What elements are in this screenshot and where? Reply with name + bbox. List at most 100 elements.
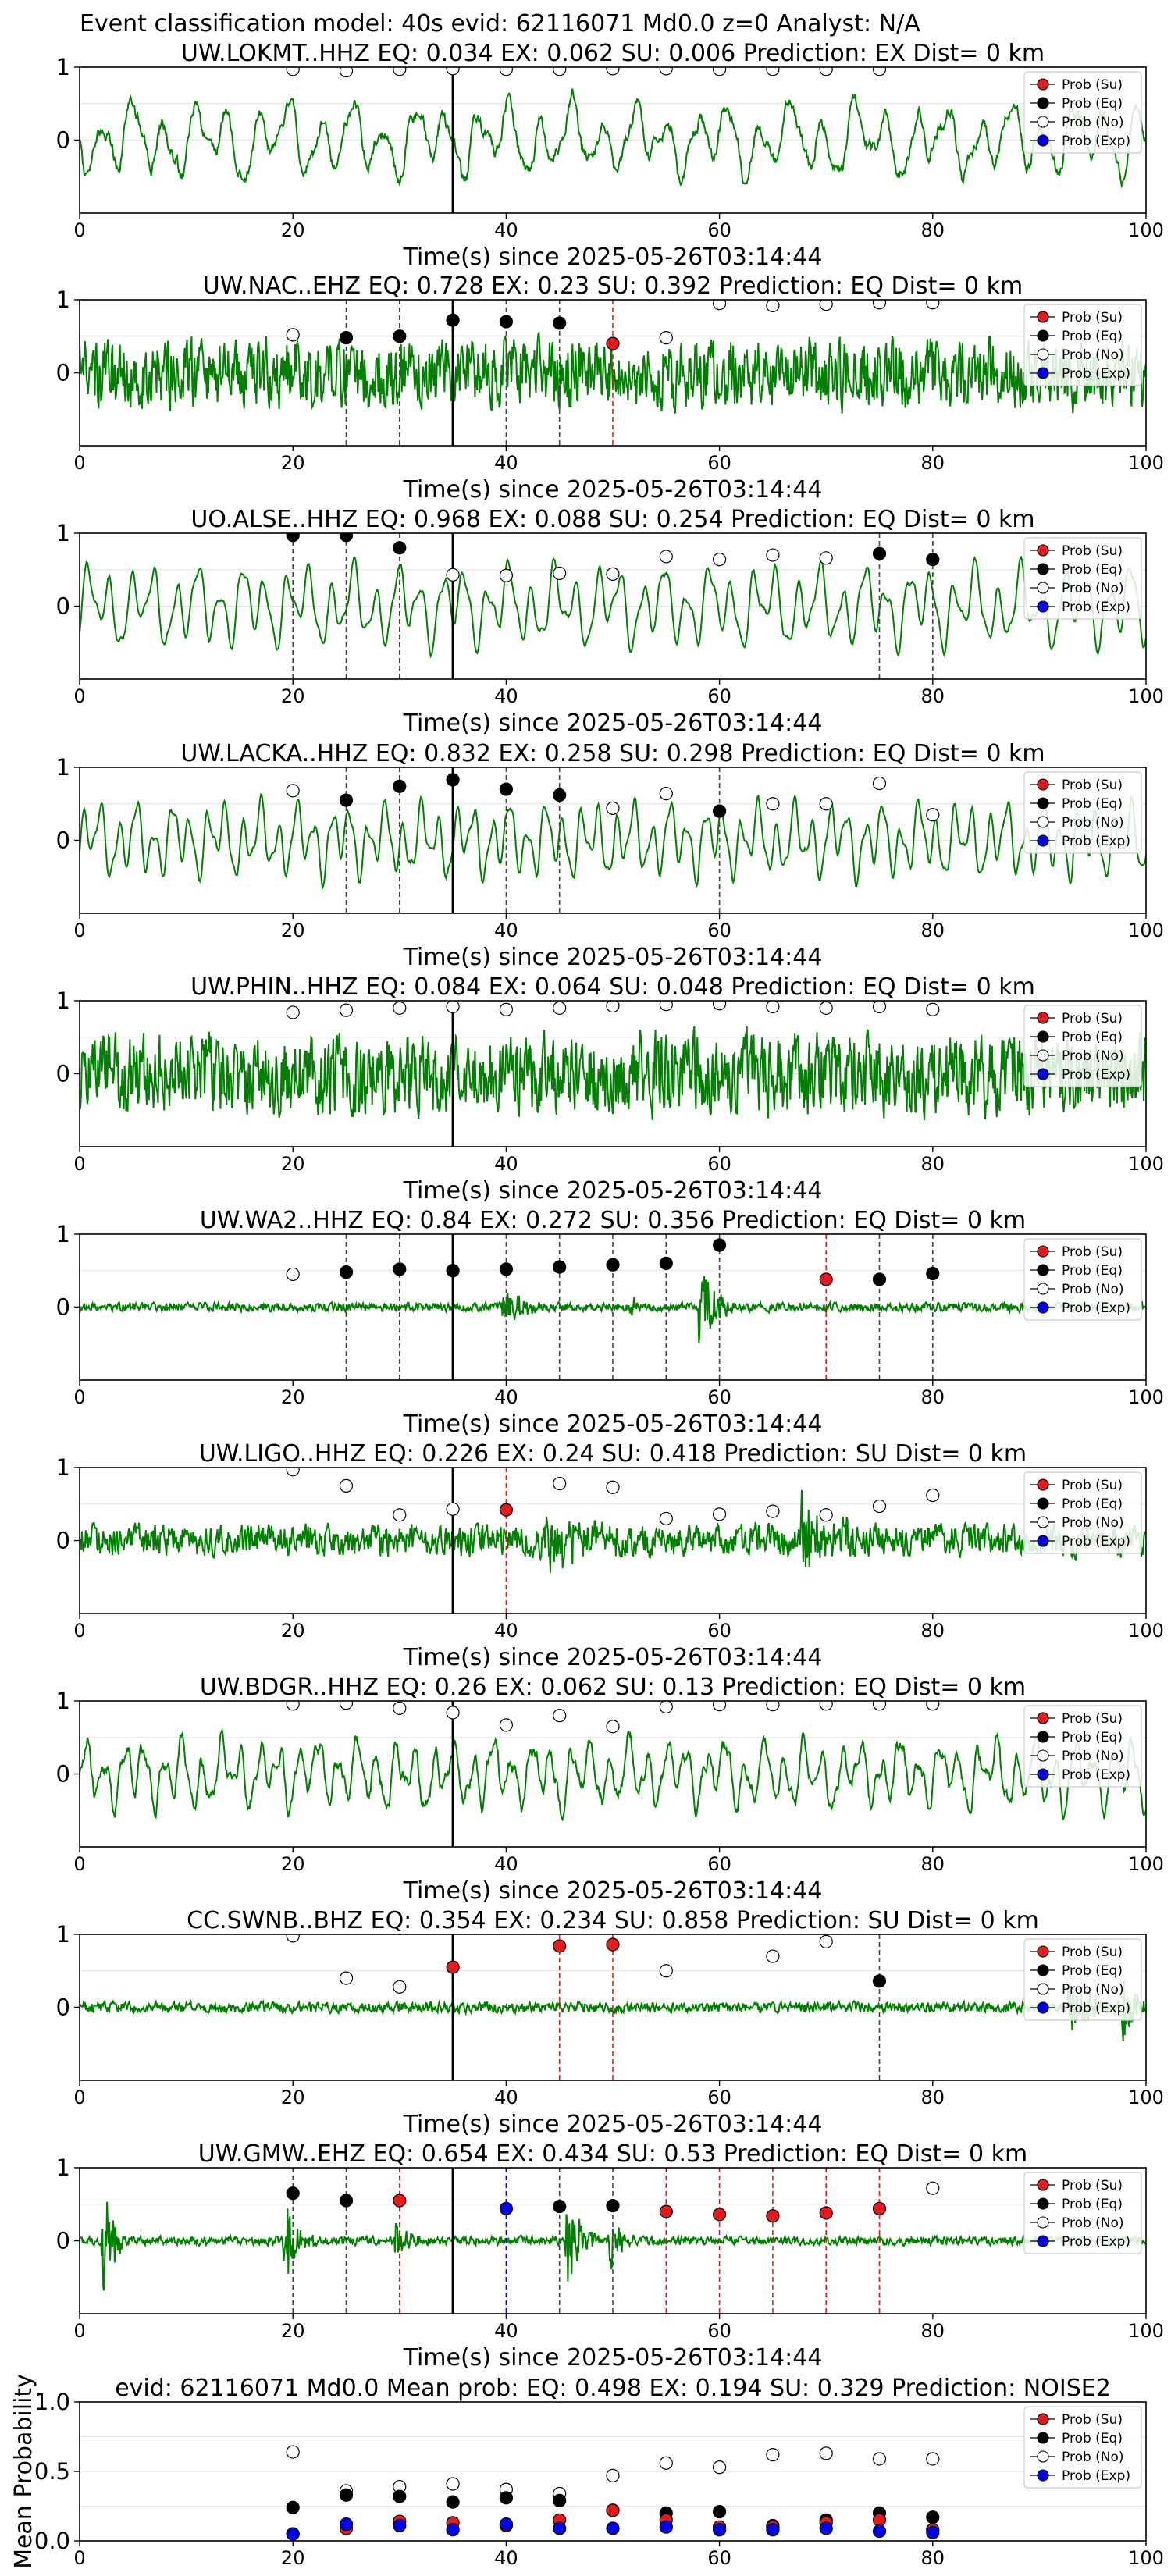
legend-marker-no <box>1037 582 1049 594</box>
y-tick-label: 0 <box>56 1994 70 2021</box>
panel-2: 0 20 40 60 80 100 0 1 UW.NAC..EHZ EQ: 0.728 EX: … <box>56 272 1164 503</box>
x-tick-label: 80 <box>921 2547 945 2569</box>
legend-label: Prob (Eq) <box>1062 2197 1123 2212</box>
waveform-trace <box>80 88 1146 189</box>
x-tick-label: 60 <box>707 1386 731 1408</box>
legend-marker-no <box>1037 1983 1049 1995</box>
x-tick-label: 80 <box>921 1620 945 1642</box>
prob-marker-eq <box>872 1272 887 1286</box>
prob-marker-no <box>286 1005 300 1019</box>
legend-marker-eq <box>1037 1264 1049 1276</box>
legend: Prob (Su) Prob (Eq) Prob (No) Prob (Exp) <box>1023 537 1142 620</box>
panel-6: 0 20 40 60 80 100 0 1 UW.WA2..HHZ EQ: 0.84 EX: 0… <box>56 1207 1164 1438</box>
legend-label: Prob (Eq) <box>1062 2431 1123 2446</box>
y-tick-label: 0.0 <box>34 2528 70 2554</box>
legend-marker-eq <box>1037 2432 1049 2444</box>
x-tick-label: 60 <box>707 2547 731 2569</box>
legend-label: Prob (Eq) <box>1062 562 1123 578</box>
prob-marker-eq <box>339 793 354 807</box>
x-tick-label: 80 <box>921 2087 945 2108</box>
y-tick-label: 1 <box>56 520 70 546</box>
prob-marker-su <box>819 1272 833 1286</box>
x-tick-label: 40 <box>494 2547 518 2569</box>
x-axis-label: Time(s) since 2025-05-26T03:14:44 <box>403 476 823 503</box>
prob-marker-no <box>872 1499 887 1514</box>
x-tick-label: 20 <box>281 1386 305 1408</box>
prob-marker-no <box>286 784 300 798</box>
mean-prob-marker-eq <box>499 2491 514 2505</box>
legend-label: Prob (Exp) <box>1062 1534 1130 1550</box>
legend: Prob (Su) Prob (Eq) Prob (No) Prob (Exp) <box>1023 771 1142 854</box>
prob-marker-no <box>393 67 407 76</box>
legend-label: Prob (Su) <box>1062 543 1123 559</box>
x-tick-label: 0 <box>73 1386 85 1408</box>
prob-marker-no <box>286 1701 300 1711</box>
legend-label: Prob (Su) <box>1062 2178 1123 2194</box>
prob-marker-no <box>606 1720 620 1734</box>
x-tick-label: 0 <box>73 1853 85 1875</box>
y-tick-label: 0 <box>56 1761 70 1788</box>
panel-title: UW.WA2..HHZ EQ: 0.84 EX: 0.272 SU: 0.356… <box>200 1207 1026 1234</box>
mean-prob-marker-eq <box>393 2489 407 2503</box>
panel-11: 0 20 40 60 80 100 0.0 0.5 1.0 evid: 62116071 Md0.… <box>10 2374 1164 2569</box>
waveform-trace <box>80 793 1146 891</box>
legend: Prob (Su) Prob (Eq) Prob (No) Prob (Exp) <box>1023 304 1142 386</box>
x-axis-label: Time(s) since 2025-05-26T03:14:44 <box>403 244 823 271</box>
panel-4: 0 20 40 60 80 100 0 1 UW.LACKA..HHZ EQ: 0.832 EX… <box>56 740 1164 971</box>
legend: Prob (Su) Prob (Eq) Prob (No) Prob (Exp) <box>1023 1005 1142 1087</box>
legend-marker-su <box>1037 2179 1049 2191</box>
legend-label: Prob (Eq) <box>1062 1730 1123 1745</box>
waveform-trace <box>80 1489 1146 1573</box>
prob-marker-su <box>766 2209 780 2223</box>
prob-marker-eq <box>446 1264 460 1278</box>
legend: Prob (Su) Prob (Eq) Prob (No) Prob (Exp) <box>1023 1238 1142 1321</box>
panel-10: 0 20 40 60 80 100 0 1 UW.GMW..EHZ EQ: 0.654 EX: … <box>56 2140 1164 2371</box>
legend: Prob (Su) Prob (Eq) Prob (No) Prob (Exp) <box>1023 71 1142 154</box>
prob-marker-exp <box>499 2201 514 2215</box>
prob-marker-eq <box>339 533 354 543</box>
prob-marker-no <box>713 300 727 311</box>
mean-prob-marker-exp <box>553 2521 567 2535</box>
legend-label: Prob (No) <box>1062 2215 1124 2231</box>
legend-marker-exp <box>1037 600 1049 613</box>
x-tick-label: 40 <box>494 1153 518 1175</box>
legend-marker-su <box>1037 1245 1049 1258</box>
waveform-trace <box>80 1276 1146 1343</box>
x-tick-label: 20 <box>281 2320 305 2342</box>
mean-prob-marker-eq <box>339 2488 354 2502</box>
mean-prob-marker-no <box>819 2446 833 2460</box>
prob-marker-eq <box>446 773 460 787</box>
legend-marker-exp <box>1037 834 1049 847</box>
prob-marker-no <box>499 1718 514 1732</box>
y-tick-label: 0 <box>56 593 70 620</box>
prob-marker-no <box>553 67 567 76</box>
legend-label: Prob (Exp) <box>1062 2468 1130 2484</box>
y-tick-label: 0.5 <box>34 2458 70 2485</box>
x-tick-label: 80 <box>921 685 945 707</box>
x-tick-label: 100 <box>1128 2547 1164 2569</box>
prob-marker-su <box>606 336 620 350</box>
x-tick-label: 100 <box>1128 920 1164 941</box>
legend-marker-exp <box>1037 1768 1049 1781</box>
legend-label: Prob (No) <box>1062 581 1124 596</box>
prob-marker-eq <box>446 313 460 327</box>
prob-marker-no <box>819 1701 833 1711</box>
y-tick-label: 1 <box>56 1221 70 1247</box>
mean-prob-marker-exp <box>926 2525 940 2539</box>
panel-title: UW.LOKMT..HHZ EQ: 0.034 EX: 0.062 SU: 0.… <box>181 40 1045 67</box>
prob-marker-eq <box>393 1262 407 1276</box>
legend-label: Prob (Eq) <box>1062 1030 1123 1045</box>
legend-marker-su <box>1037 1478 1049 1491</box>
legend-marker-no <box>1037 116 1049 128</box>
y-tick-label: 1 <box>56 54 70 80</box>
prob-marker-no <box>339 1003 354 1017</box>
legend-marker-eq <box>1037 1964 1049 1976</box>
legend-label: Prob (Su) <box>1062 1711 1123 1727</box>
prob-marker-no <box>553 1709 567 1723</box>
legend-marker-exp <box>1037 367 1049 379</box>
prob-marker-no <box>339 1701 354 1710</box>
x-tick-label: 20 <box>281 685 305 707</box>
prob-marker-no <box>659 1964 673 1978</box>
x-tick-label: 40 <box>494 2320 518 2342</box>
x-tick-label: 20 <box>281 1853 305 1875</box>
